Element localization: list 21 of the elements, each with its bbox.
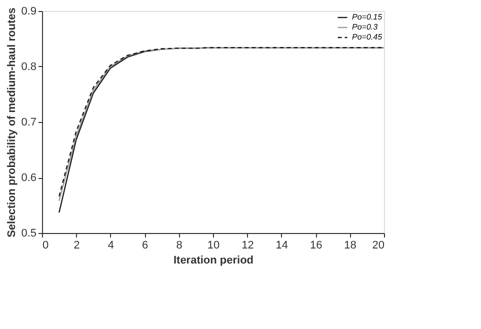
y-tick-label: 0.7 [21,116,36,128]
x-tick-label: 2 [74,240,80,252]
x-tick-label: 10 [207,240,220,252]
x-tick-label: 20 [372,240,384,252]
legend-label: Po=0.3 [352,22,378,32]
y-tick-label: 0.8 [21,61,36,73]
legend-label: Po=0.15 [352,12,383,22]
x-tick-label: 16 [310,240,322,252]
x-axis-title: Iteration period [173,254,254,266]
x-tick-label: 14 [276,240,288,252]
y-tick-label: 0.9 [21,6,36,18]
y-axis-title: Selection probability of medium-haul routes [6,8,18,238]
x-tick-label: 8 [176,240,182,252]
y-tick-label: 0.6 [21,172,36,184]
x-tick-label: 12 [242,240,254,252]
x-tick-label: 0 [42,240,49,252]
legend-label: Po=0.45 [352,32,383,42]
x-tick-label: 6 [142,240,148,252]
x-tick-label: 18 [344,240,356,252]
y-tick-label: 0.5 [21,228,36,240]
x-tick-label: 4 [108,240,114,252]
